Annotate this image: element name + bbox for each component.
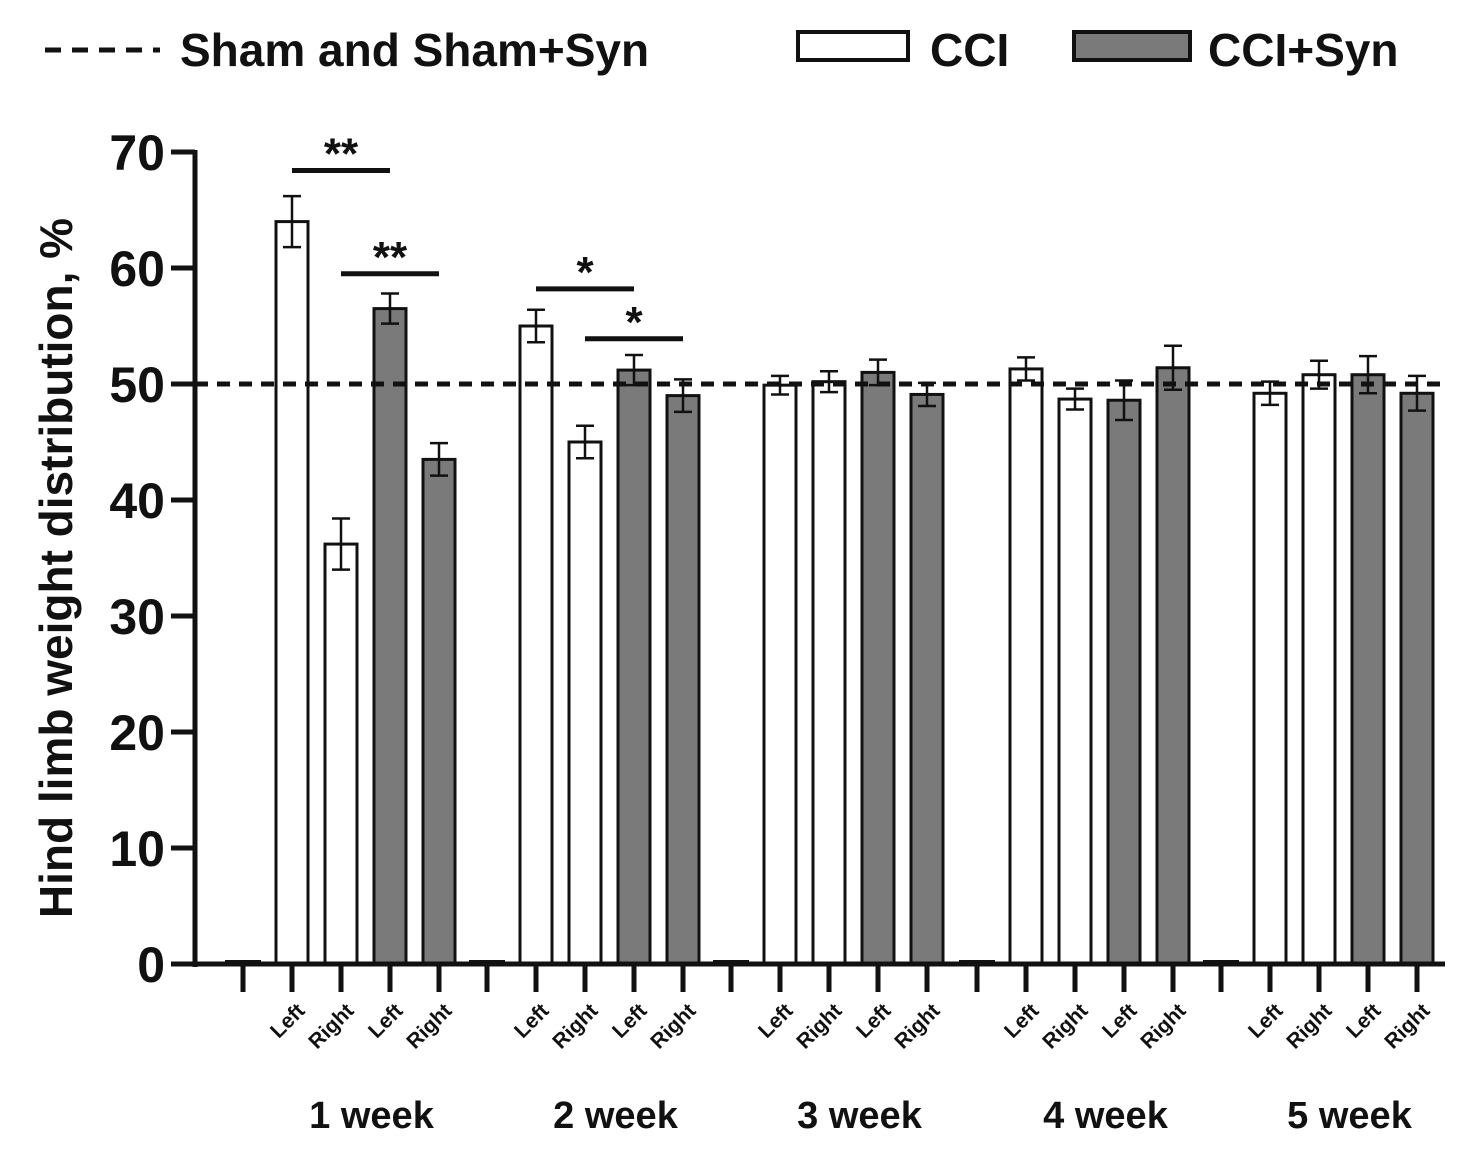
- legend-label-sham: Sham and Sham+Syn: [180, 24, 649, 76]
- significance-label: **: [324, 130, 359, 179]
- bar: [1350, 373, 1386, 966]
- x-tick-label: Right: [1282, 999, 1336, 1053]
- y-tick-label: 30: [109, 589, 165, 645]
- significance-label: **: [373, 233, 408, 282]
- bar: [1057, 397, 1093, 966]
- significance-label: *: [625, 298, 643, 347]
- bar: [616, 368, 652, 966]
- bar: [1106, 398, 1142, 966]
- y-axis: 0 10 20 30 40 50 60 70 Hind limb weight distribu…: [30, 125, 198, 993]
- x-tick-label: Left: [852, 999, 895, 1042]
- x-tick-label: Left: [754, 999, 797, 1042]
- y-tick-label: 40: [109, 473, 165, 529]
- x-tick-label: Left: [364, 999, 407, 1042]
- bar: [274, 220, 310, 966]
- bar: [909, 392, 945, 966]
- bar: [1155, 366, 1191, 966]
- bar: [372, 307, 408, 966]
- bar: [1008, 367, 1044, 966]
- legend: Sham and Sham+Syn CCI CCI+Syn: [45, 24, 1398, 76]
- legend-swatch-cci: [796, 30, 910, 62]
- y-tick-label: 20: [109, 705, 165, 761]
- group-label: 2 week: [553, 1095, 679, 1137]
- group-label: 4 week: [1043, 1095, 1169, 1137]
- x-tick-label: Right: [792, 999, 846, 1053]
- y-axis-title: Hind limb weight distribution, %: [30, 218, 82, 918]
- bar: [1301, 373, 1337, 966]
- bar: [1399, 391, 1435, 966]
- bars: [225, 194, 1435, 966]
- bar: [665, 394, 701, 966]
- x-tick-label: Left: [1000, 999, 1043, 1042]
- x-tick-label: Left: [1244, 999, 1287, 1042]
- legend-swatch-cci-syn: [1072, 30, 1192, 62]
- significance-label: *: [576, 248, 594, 297]
- x-tick-label: Left: [1098, 999, 1141, 1042]
- x-tick-label: Right: [1136, 999, 1190, 1053]
- x-tick-label: Right: [402, 999, 456, 1053]
- bar: [567, 440, 603, 966]
- y-tick-label: 10: [109, 821, 165, 877]
- bar: [518, 324, 554, 966]
- significance-annotations: **** **: [292, 130, 683, 347]
- y-tick-label: 60: [109, 241, 165, 297]
- group-label: 3 week: [797, 1095, 923, 1137]
- bar: [762, 383, 798, 966]
- x-tick-label: Right: [1380, 999, 1434, 1053]
- group-label: 5 week: [1287, 1095, 1413, 1137]
- y-tick-label: 0: [137, 937, 165, 993]
- y-tick-label: 50: [109, 357, 165, 413]
- bar: [1252, 391, 1288, 966]
- x-tick-label: Left: [266, 999, 309, 1042]
- bar: [860, 370, 896, 966]
- bar: [421, 457, 457, 966]
- x-tick-label: Left: [608, 999, 651, 1042]
- x-tick-label: Right: [890, 999, 944, 1053]
- bar: [811, 380, 847, 966]
- legend-label-cci-syn: CCI+Syn: [1208, 24, 1398, 76]
- x-tick-label: Left: [1342, 999, 1385, 1042]
- y-tick-label: 70: [109, 125, 165, 181]
- x-tick-label: Right: [1038, 999, 1092, 1053]
- legend-label-cci: CCI: [930, 24, 1009, 76]
- x-tick-label: Left: [510, 999, 553, 1042]
- group-label: 1 week: [309, 1095, 435, 1137]
- x-tick-label: Right: [646, 999, 700, 1053]
- x-tick-label: Right: [548, 999, 602, 1053]
- bar: [323, 542, 359, 966]
- x-tick-label: Right: [304, 999, 358, 1053]
